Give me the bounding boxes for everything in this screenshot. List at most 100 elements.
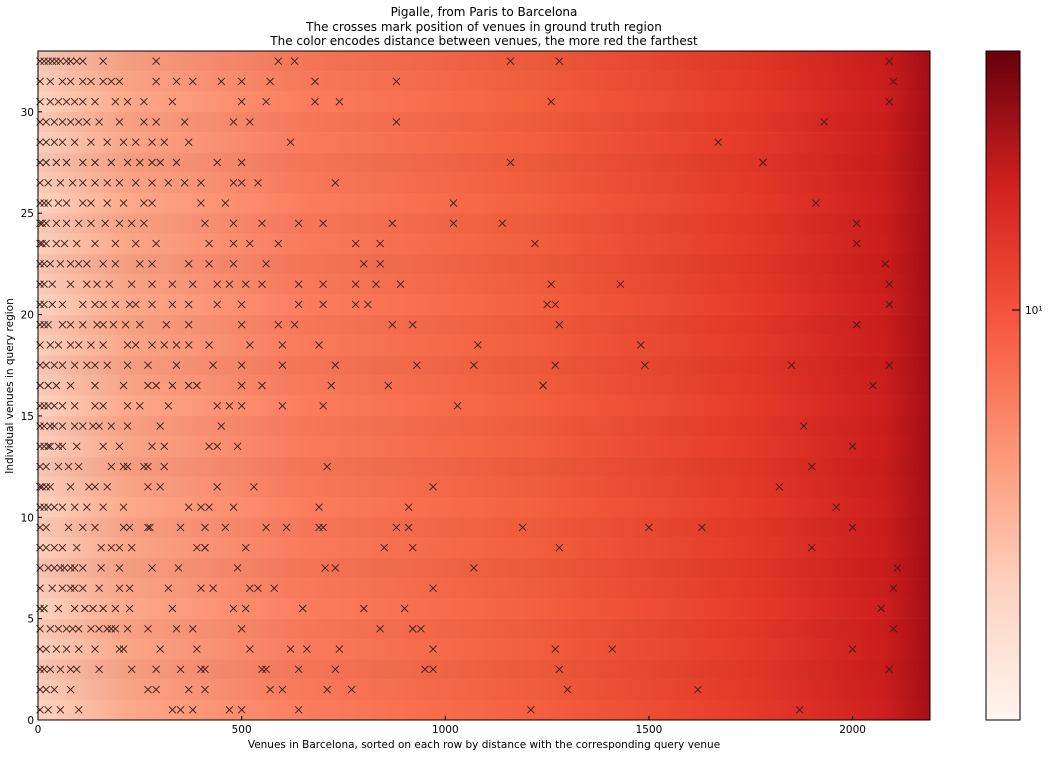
venue-cross-marker (91, 483, 99, 491)
venue-cross-marker (72, 543, 81, 552)
heatmap-row (38, 557, 930, 579)
venue-cross-marker (152, 685, 160, 694)
heatmap-row (38, 314, 930, 336)
venue-cross-marker (469, 361, 478, 370)
venue-cross-marker (119, 503, 128, 511)
venue-cross-marker (217, 422, 226, 430)
heatmap-row (38, 598, 930, 619)
colorbar: 10¹ (985, 50, 1043, 721)
venue-cross-marker (140, 219, 148, 228)
venue-cross-marker (127, 665, 136, 674)
venue-cross-marker (889, 77, 898, 86)
venue-cross-marker (885, 57, 894, 65)
venue-cross-marker (125, 584, 134, 593)
venue-cross-marker (237, 178, 246, 187)
venue-cross-marker (146, 523, 154, 532)
venue-cross-marker (66, 57, 75, 65)
venue-cross-marker (217, 77, 226, 86)
venue-cross-marker (66, 260, 75, 268)
venue-cross-marker (360, 260, 368, 268)
heatmap-row (38, 71, 930, 92)
venue-cross-marker (417, 624, 425, 633)
venue-cross-marker (58, 503, 67, 511)
venue-cross-marker (50, 138, 59, 147)
venue-cross-marker (225, 706, 234, 714)
venue-cross-marker (83, 118, 91, 126)
venue-cross-marker (74, 219, 83, 228)
venue-cross-marker (812, 199, 820, 207)
venue-cross-marker (184, 685, 193, 694)
venue-cross-marker (197, 503, 205, 511)
venue-cross-marker (229, 239, 238, 248)
venue-cross-marker (315, 341, 323, 349)
venue-markers (36, 57, 902, 714)
venue-cross-marker (278, 361, 287, 370)
venue-cross-marker (140, 97, 148, 106)
venue-cross-marker (148, 341, 156, 349)
venue-cross-marker (111, 97, 120, 106)
venue-cross-marker (327, 381, 336, 390)
venue-cross-marker (91, 158, 99, 167)
venue-cross-marker (323, 462, 332, 471)
venue-cross-marker (474, 341, 482, 349)
venue-cross-marker (44, 442, 53, 451)
venue-cross-marker (229, 604, 238, 613)
venue-cross-marker (78, 564, 87, 572)
venue-cross-marker (795, 706, 804, 714)
venue-cross-marker (852, 239, 861, 248)
venue-cross-marker (83, 280, 91, 288)
venue-cross-marker (42, 462, 50, 471)
venue-cross-marker (547, 280, 556, 288)
venue-cross-marker (60, 564, 69, 572)
venue-cross-marker (152, 118, 160, 126)
heatmap-row (38, 355, 930, 376)
x-tick-label: 2000 (839, 724, 866, 736)
venue-cross-marker (547, 97, 556, 106)
venue-cross-marker (54, 97, 63, 106)
venue-cross-marker (48, 300, 57, 309)
heatmap-row (38, 233, 930, 255)
heatmap-row (38, 415, 930, 437)
venue-cross-marker (78, 57, 87, 65)
venue-cross-marker (156, 483, 165, 491)
venue-cross-marker (119, 523, 128, 532)
venue-cross-marker (48, 280, 57, 288)
venue-cross-marker (213, 300, 222, 309)
venue-cross-marker (127, 219, 136, 228)
venue-cross-marker (148, 280, 156, 288)
venue-cross-marker (885, 280, 894, 288)
venue-cross-marker (99, 320, 107, 329)
venue-cross-marker (83, 503, 91, 511)
venue-cross-marker (42, 219, 50, 228)
venue-cross-marker (78, 300, 87, 309)
venue-cross-marker (144, 685, 152, 694)
venue-cross-marker (111, 300, 120, 309)
venue-cross-marker (563, 685, 572, 694)
venue-cross-marker (449, 199, 458, 207)
venue-cross-marker (205, 239, 213, 248)
venue-cross-marker (152, 77, 160, 86)
venue-cross-marker (119, 138, 128, 147)
venue-cross-marker (123, 158, 132, 167)
venue-cross-marker (233, 564, 242, 572)
venue-cross-marker (101, 219, 110, 228)
venue-cross-marker (245, 584, 254, 593)
venue-cross-marker (184, 300, 193, 309)
venue-cross-marker (551, 645, 560, 653)
venue-cross-marker (46, 665, 55, 674)
venue-cross-marker (168, 706, 177, 714)
venue-cross-marker (237, 361, 246, 370)
venue-cross-marker (70, 401, 79, 410)
venue-cross-marker (319, 280, 327, 288)
venue-cross-marker (74, 624, 83, 633)
venue-cross-marker (127, 280, 136, 288)
venue-cross-marker (62, 158, 71, 167)
venue-cross-marker (95, 118, 103, 126)
venue-cross-marker (213, 158, 222, 167)
venue-cross-marker (311, 97, 319, 106)
venue-cross-marker (62, 645, 71, 653)
venue-cross-marker (62, 199, 71, 207)
venue-cross-marker (262, 260, 270, 268)
venue-cross-marker (72, 442, 81, 451)
venue-cross-marker (58, 300, 67, 309)
